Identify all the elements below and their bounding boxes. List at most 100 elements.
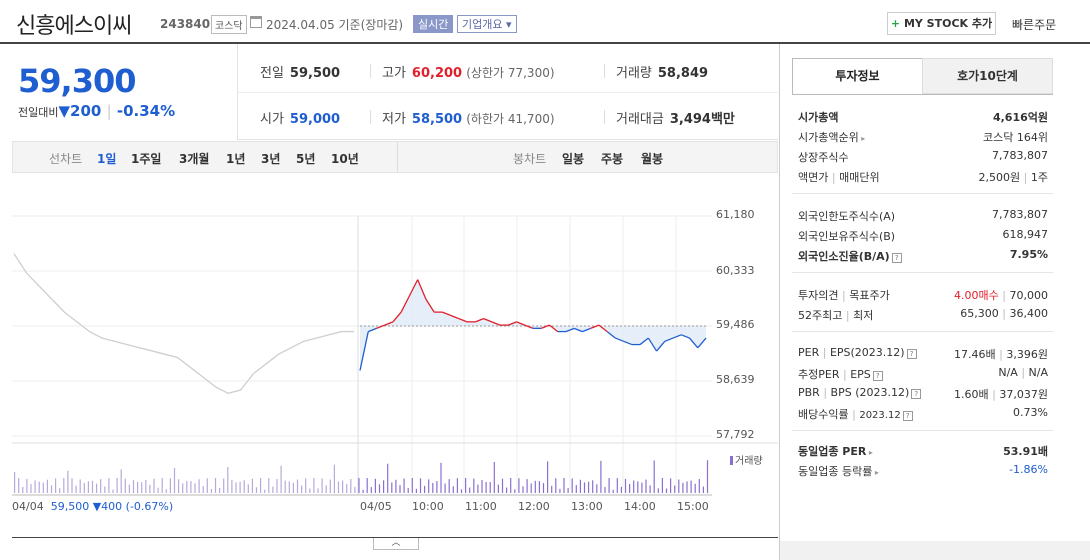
candle-daily[interactable]: 일봉 (562, 152, 585, 166)
volume-bar (374, 478, 376, 493)
change-value: 200 (70, 102, 102, 120)
volume-bar (124, 478, 126, 493)
volume-bar (288, 481, 290, 493)
volume-bar (600, 460, 602, 493)
chevron-up-icon[interactable]: ︿ (373, 538, 419, 550)
volume-bar (579, 479, 581, 493)
volume-bar (629, 483, 631, 493)
volume-bar (518, 478, 520, 493)
volume-bar (686, 481, 688, 493)
volume-bar (145, 479, 147, 493)
volume-bar (567, 488, 569, 493)
tab-investment-info[interactable]: 투자정보 (792, 58, 923, 94)
price-chart[interactable] (12, 200, 778, 520)
volume-bar (260, 478, 262, 493)
today-line-segment (359, 331, 369, 371)
help-icon[interactable]: ? (902, 411, 913, 421)
candle-monthly[interactable]: 월봉 (641, 152, 664, 166)
info-value: N/A (1028, 366, 1048, 379)
stat-key: 거래량 (616, 66, 652, 81)
period-3m[interactable]: 3개월 (179, 152, 210, 166)
volume-bar (325, 485, 327, 493)
volume-bar (583, 482, 586, 493)
help-icon[interactable]: ? (872, 371, 883, 381)
stat-high: 고가 60,200 (상한가 77,300) (382, 62, 555, 81)
period-1w[interactable]: 1주일 (131, 152, 162, 166)
volume-bar (296, 479, 299, 493)
candle-weekly[interactable]: 주봉 (601, 152, 624, 166)
row-sector-change[interactable]: 동일업종 등락률 ▸ -1.86% (798, 463, 1048, 479)
row-per: PER | EPS(2023.12)? 17.46배 | 3,396원 (798, 346, 1048, 361)
info-key: 외국인보유주식수(B) (798, 230, 896, 243)
volume-bar (190, 481, 192, 493)
prev-date: 04/04 (12, 500, 44, 513)
company-overview-dropdown[interactable]: 기업개요 ▾ (457, 15, 517, 33)
help-icon[interactable]: ? (906, 349, 917, 359)
my-stock-add-button[interactable]: + MY STOCK 추가 (887, 12, 996, 35)
help-icon[interactable]: ? (911, 389, 922, 399)
quick-order-link[interactable]: 빠른주문 (1012, 18, 1057, 32)
period-5y[interactable]: 5년 (296, 152, 316, 166)
help-icon[interactable]: ? (891, 253, 902, 263)
row-foreign-ratio: 외국인소진율(B/A)? 7.95% (798, 248, 1048, 264)
volume-bar (14, 472, 16, 493)
divider (604, 110, 605, 124)
volume-bar (674, 485, 676, 493)
volume-bar (612, 489, 614, 493)
period-10y[interactable]: 10년 (331, 152, 359, 166)
volume-bar (59, 488, 61, 493)
stock-code: 243840 (160, 17, 211, 31)
row-opinion: 투자의견 | 목표주가 4.00매수 | 70,000 (798, 289, 1048, 302)
volume-bar (178, 479, 180, 493)
info-value: 37,037원 (999, 388, 1048, 401)
volume-bar (194, 483, 196, 493)
lower-limit: (하한가 41,700) (466, 112, 555, 126)
info-key: 배당수익률 (798, 408, 849, 421)
info-key: PBR (798, 386, 820, 399)
tab-order-book[interactable]: 호가10단계 (922, 58, 1053, 94)
period-3y[interactable]: 3년 (261, 152, 281, 166)
today-line-segment (376, 324, 385, 329)
period-1y[interactable]: 1년 (226, 152, 246, 166)
today-line-segment (384, 321, 394, 326)
volume-bar (63, 478, 65, 493)
row-52week: 52주최고 | 최저 65,300 | 36,400 (798, 307, 1048, 322)
row-rank[interactable]: 시가총액순위 ▸ 코스닥 164위 (798, 129, 1048, 145)
volume-bar (34, 480, 36, 493)
volume-bar (301, 485, 303, 493)
volume-bar (403, 478, 405, 493)
volume-bar (694, 483, 696, 493)
volume-bar (596, 484, 598, 493)
volume-bar (309, 488, 311, 493)
volume-bar (346, 483, 348, 493)
today-line-segment (615, 337, 624, 342)
volume-bar (342, 480, 344, 493)
volume-bar (120, 469, 122, 493)
volume-bar (128, 484, 130, 493)
info-value: 7,783,807 (992, 149, 1048, 162)
period-divider (397, 142, 398, 172)
row-sector-per[interactable]: 동일업종 PER ▸ 53.91배 (798, 443, 1048, 459)
down-arrow-icon: ▼ (92, 500, 102, 513)
stat-key: 거래대금 (616, 112, 664, 127)
today-line-segment (565, 327, 575, 333)
today-line-segment (483, 317, 493, 323)
volume-bar (214, 478, 217, 493)
today-line-segment (598, 324, 608, 333)
volume-bar (473, 478, 475, 493)
info-key: 시가총액순위 (798, 131, 859, 144)
volume-bar (55, 478, 57, 493)
volume-bar (239, 481, 241, 493)
today-line-segment (367, 327, 377, 333)
period-1d[interactable]: 1일 (97, 152, 117, 166)
today-line-segment (400, 295, 411, 313)
stat-unit: 백만 (710, 112, 735, 127)
volume-bar (510, 478, 512, 493)
realtime-badge[interactable]: 실시간 (413, 15, 454, 33)
x-tick: 04/05 (360, 500, 392, 513)
stock-name: 신흥에스이씨 (16, 14, 132, 39)
today-line-segment (425, 298, 435, 313)
info-key: 52주최고 (798, 309, 843, 322)
today-line-segment (582, 327, 591, 333)
volume-bar (690, 480, 692, 493)
